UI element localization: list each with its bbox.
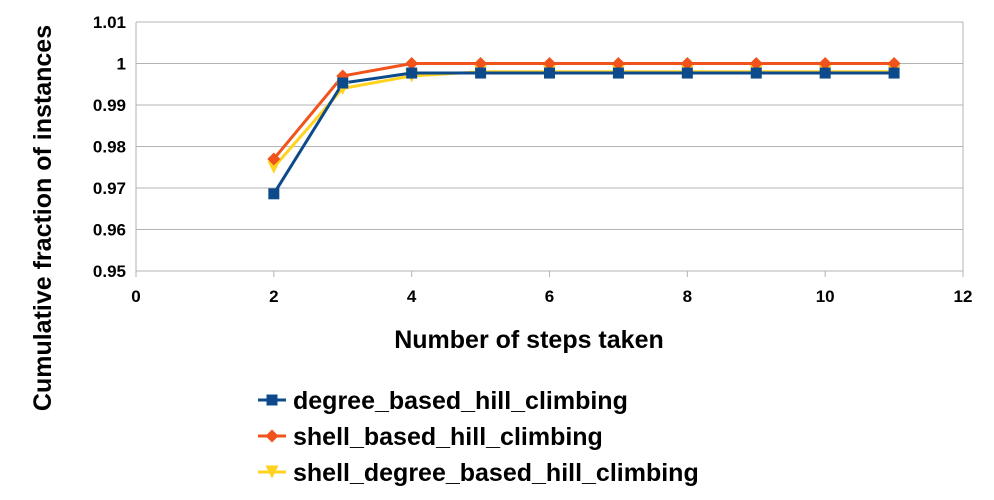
data-point-shell-based-hill-climbing	[680, 57, 694, 70]
data-point-shell-based-hill-climbing	[474, 57, 488, 70]
axes	[135, 22, 964, 277]
y-tick-label: 0.98	[93, 138, 126, 157]
data-point-shell-degree-based-hill-climbing	[267, 160, 281, 174]
y-tick-label: 1.01	[93, 13, 126, 32]
x-tick-label: 0	[131, 287, 140, 306]
tick-labels: 0.95 0.96 0.97 0.98 0.99 1 1.01 0 2 4 6 8 10 12	[93, 13, 973, 306]
data-point-shell-based-hill-climbing	[611, 57, 625, 70]
y-tick-label: 1	[117, 55, 126, 74]
legend-label: degree_based_hill_climbing	[293, 387, 628, 415]
data-point-shell-based-hill-climbing	[267, 152, 281, 166]
x-tick-label: 4	[407, 287, 417, 306]
series-line-shell-based-hill-climbing	[272, 62, 895, 160]
data-point-shell-based-hill-climbing	[405, 57, 419, 70]
data-point-degree-based-hill-climbing	[406, 67, 418, 79]
data-point-degree-based-hill-climbing	[750, 67, 762, 79]
x-tick-label: 6	[545, 287, 554, 306]
y-tick-label: 0.97	[93, 179, 126, 198]
data-point-degree-based-hill-climbing	[681, 67, 693, 79]
data-point-shell-based-hill-climbing	[543, 57, 556, 70]
series-line-degree-based-hill-climbing	[272, 71, 895, 195]
y-axis-title: Cumulative fraction of instances	[29, 25, 57, 411]
x-axis-title: Number of steps taken	[394, 326, 664, 354]
data-point-shell-based-hill-climbing	[749, 57, 763, 70]
legend-marker-swatch	[265, 429, 279, 443]
legend-item-shell-based-hill-climbing: shell_based_hill_climbing	[258, 423, 603, 451]
data-point-degree-based-hill-climbing	[612, 67, 624, 79]
x-tick-label: 12	[954, 287, 973, 306]
data-point-degree-based-hill-climbing	[337, 77, 349, 89]
legend: degree_based_hill_climbing shell_based_hi…	[258, 387, 699, 487]
x-tick-label: 10	[816, 287, 835, 306]
legend-label: shell_degree_based_hill_climbing	[293, 459, 699, 487]
y-tick-label: 0.95	[93, 262, 126, 281]
data-point-shell-based-hill-climbing	[887, 57, 901, 70]
data-point-degree-based-hill-climbing	[268, 188, 280, 200]
legend-item-shell-degree-based-hill-climbing: shell_degree_based_hill_climbing	[258, 459, 699, 487]
x-tick-label: 2	[269, 287, 278, 306]
data-point-degree-based-hill-climbing	[819, 67, 831, 79]
data-point-degree-based-hill-climbing	[888, 67, 900, 79]
legend-marker-swatch	[266, 394, 278, 406]
data-point-degree-based-hill-climbing	[475, 67, 487, 79]
series-lines	[272, 62, 895, 195]
legend-label: shell_based_hill_climbing	[293, 423, 603, 451]
legend-item-degree-based-hill-climbing: degree_based_hill_climbing	[258, 387, 628, 415]
data-point-shell-based-hill-climbing	[818, 57, 832, 70]
series-line-shell-degree-based-hill-climbing	[272, 70, 895, 169]
x-tick-label: 8	[683, 287, 692, 306]
series-markers	[267, 57, 901, 200]
legend-marker-swatch	[265, 465, 279, 479]
y-tick-label: 0.99	[93, 96, 126, 115]
data-point-degree-based-hill-climbing	[544, 67, 555, 79]
y-tick-label: 0.96	[93, 221, 126, 240]
